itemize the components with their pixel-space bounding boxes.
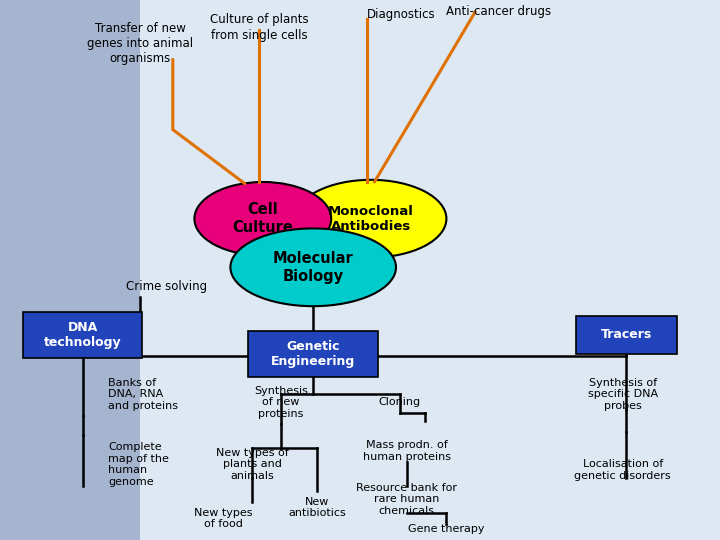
FancyBboxPatch shape — [0, 0, 140, 540]
Text: Anti-cancer drugs: Anti-cancer drugs — [446, 5, 552, 18]
Text: Localisation of
genetic disorders: Localisation of genetic disorders — [575, 459, 671, 481]
Text: New
antibiotics: New antibiotics — [288, 497, 346, 518]
Text: DNA
technology: DNA technology — [44, 321, 122, 349]
Text: Complete
map of the
human
genome: Complete map of the human genome — [108, 442, 169, 487]
Text: Mass prodn. of
human proteins: Mass prodn. of human proteins — [363, 440, 451, 462]
Text: Synthesis of
specific DNA
probes: Synthesis of specific DNA probes — [588, 377, 658, 411]
Ellipse shape — [295, 180, 446, 258]
Text: New types
of food: New types of food — [194, 508, 253, 529]
FancyBboxPatch shape — [576, 316, 677, 354]
Text: Crime solving: Crime solving — [126, 280, 207, 293]
Text: Synthesis
of new
proteins: Synthesis of new proteins — [254, 386, 307, 419]
Ellipse shape — [194, 182, 331, 255]
Text: Cell
Culture: Cell Culture — [233, 202, 293, 235]
FancyBboxPatch shape — [24, 312, 143, 357]
Text: Banks of
DNA, RNA
and proteins: Banks of DNA, RNA and proteins — [108, 377, 178, 411]
Text: Cloning: Cloning — [379, 397, 420, 407]
FancyBboxPatch shape — [248, 330, 378, 377]
Ellipse shape — [230, 228, 396, 306]
Text: Diagnostics: Diagnostics — [367, 8, 436, 21]
Text: Culture of plants
from single cells: Culture of plants from single cells — [210, 14, 308, 42]
Text: Transfer of new
genes into animal
organisms: Transfer of new genes into animal organi… — [87, 22, 194, 65]
Text: Tracers: Tracers — [600, 328, 652, 341]
Text: Molecular
Biology: Molecular Biology — [273, 251, 354, 284]
Text: Resource bank for
rare human
chemicals: Resource bank for rare human chemicals — [356, 483, 457, 516]
FancyBboxPatch shape — [140, 0, 720, 540]
Text: New types of
plants and
animals: New types of plants and animals — [215, 448, 289, 481]
Text: Gene therapy: Gene therapy — [408, 524, 485, 534]
Text: Genetic
Engineering: Genetic Engineering — [271, 340, 356, 368]
Text: Monoclonal
Antibodies: Monoclonal Antibodies — [328, 205, 414, 233]
